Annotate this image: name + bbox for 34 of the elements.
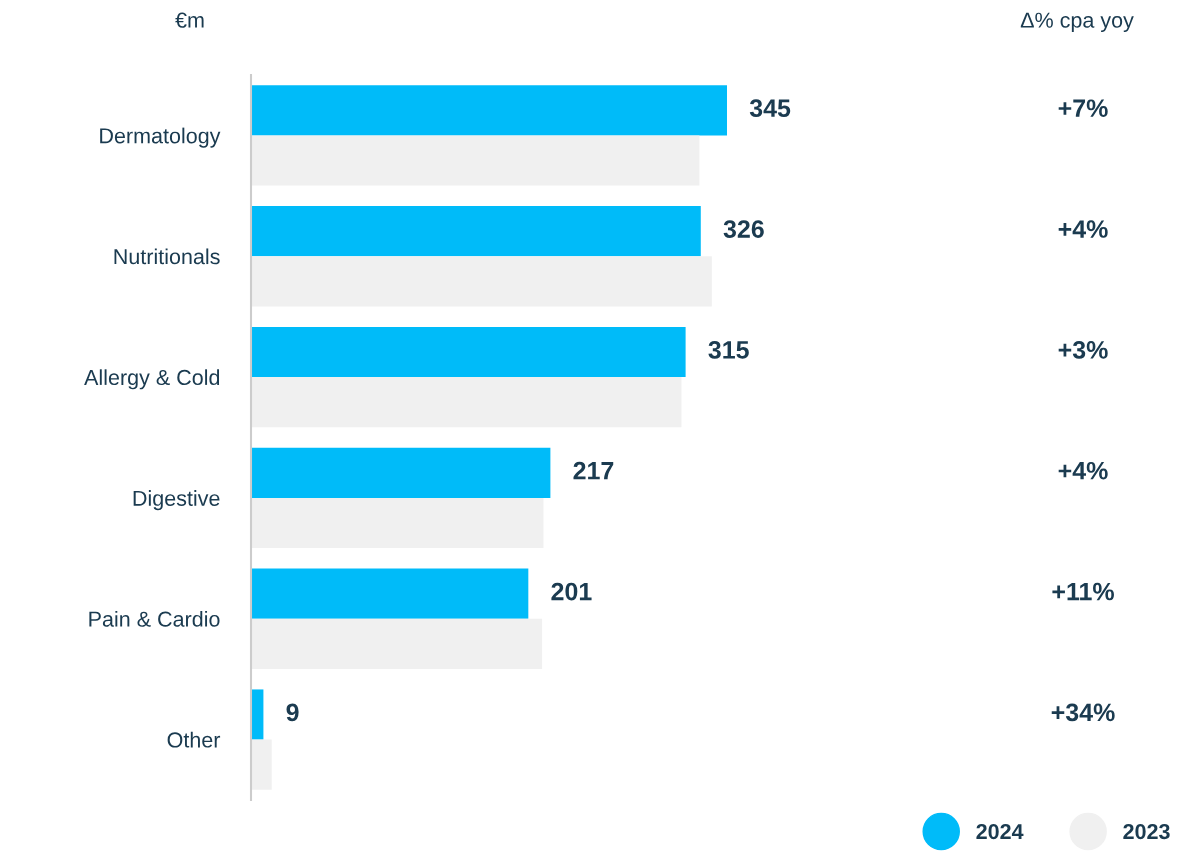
bar: [251, 85, 727, 136]
bar: [251, 447, 551, 498]
text: +7%: [1058, 99, 1108, 117]
y-tick-label: Pain & Cardio: [89, 610, 220, 627]
text: +11%: [1052, 582, 1114, 601]
bar: [251, 497, 544, 549]
data-label: 201: [551, 582, 592, 601]
bar: [251, 689, 264, 740]
data-label: 315: [708, 341, 749, 359]
legend-label: 2023: [1123, 823, 1170, 840]
text: +4%: [1058, 461, 1108, 480]
bar: [251, 135, 700, 186]
bar: [251, 739, 272, 790]
bar: [251, 206, 701, 257]
text: +3%: [1058, 341, 1108, 359]
bar: [251, 618, 543, 669]
bar: [251, 377, 682, 428]
text: +4%: [1058, 220, 1108, 238]
data-label: 217: [573, 461, 614, 480]
data-label: 345: [749, 99, 791, 118]
y-tick-label: Dermatology: [100, 127, 221, 148]
data-label: 9: [286, 703, 299, 722]
y-axis-title: €m: [175, 12, 204, 28]
y-tick-label: Digestive: [133, 490, 220, 511]
bar: [251, 256, 712, 307]
bar: [251, 568, 529, 619]
y-tick-label: Other: [167, 731, 221, 748]
y-tick-label: Nutritionals: [114, 248, 220, 265]
data-label: 326: [723, 220, 764, 238]
y-tick-label: Allergy & Cold: [84, 369, 220, 390]
bar: [251, 326, 686, 378]
text: +34%: [1051, 703, 1115, 722]
text: Δ% cpa yoy: [1020, 12, 1134, 33]
legend-label: 2024: [976, 823, 1024, 840]
